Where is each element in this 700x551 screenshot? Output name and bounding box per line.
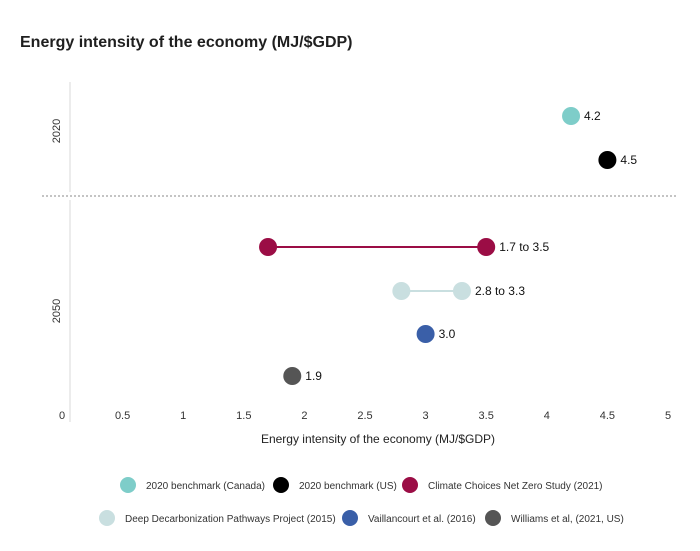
legend-swatch	[273, 477, 289, 493]
x-tick-label: 0.5	[115, 410, 130, 422]
x-tick-label: 2.5	[357, 410, 372, 422]
x-tick-label: 1	[180, 410, 186, 422]
legend-swatch	[485, 510, 501, 526]
chart-marks: 4.2 4.5 1.7 to 3.5 2.8 to 3.3 3.0 1.9	[259, 107, 637, 385]
legend-swatch	[402, 477, 418, 493]
x-axis-title: Energy intensity of the economy (MJ/$GDP…	[261, 432, 495, 446]
series-1: 4.5	[598, 151, 637, 169]
series-5: 1.9	[283, 367, 322, 385]
series-4: 3.0	[416, 325, 456, 343]
legend: 2020 benchmark (Canada) 2020 benchmark (U…	[99, 477, 624, 526]
group-label-2050: 2050	[51, 299, 63, 323]
legend-swatch	[120, 477, 136, 493]
legend-item: 2020 benchmark (Canada)	[120, 477, 265, 493]
x-tick-label: 4	[544, 410, 550, 422]
series-0: 4.2	[562, 107, 601, 125]
data-point	[392, 282, 411, 300]
x-tick-label: 1.5	[236, 410, 251, 422]
legend-item: Climate Choices Net Zero Study (2021)	[402, 477, 603, 493]
legend-label: 2020 benchmark (Canada)	[146, 481, 265, 492]
data-label: 4.5	[620, 153, 637, 167]
data-point	[598, 151, 617, 169]
data-point	[477, 238, 496, 256]
data-point	[259, 238, 278, 256]
legend-swatch	[342, 510, 358, 526]
series-2: 1.7 to 3.5	[259, 238, 550, 256]
x-tick-label: 0	[59, 410, 65, 422]
data-point	[562, 107, 581, 125]
x-tick-label: 4.5	[600, 410, 615, 422]
legend-label: Climate Choices Net Zero Study (2021)	[428, 481, 603, 492]
data-label: 2.8 to 3.3	[475, 284, 525, 298]
group-label-2020: 2020	[51, 119, 63, 143]
axes: 2020 2050 0 0.5 1 1.5 2 2.5 3 3.5 4 4.5 5 Energy inte…	[42, 82, 676, 446]
data-label: 4.2	[584, 109, 601, 123]
legend-item: Vaillancourt et al. (2016)	[342, 510, 476, 526]
data-point	[452, 282, 471, 300]
data-label: 3.0	[439, 327, 456, 341]
legend-label: Williams et al, (2021, US)	[511, 514, 624, 525]
x-tick-label: 3.5	[479, 410, 494, 422]
legend-label: 2020 benchmark (US)	[299, 481, 397, 492]
x-tick-label: 5	[665, 410, 671, 422]
data-label: 1.7 to 3.5	[499, 240, 549, 254]
data-label: 1.9	[305, 369, 322, 383]
data-point	[283, 367, 302, 385]
legend-item: Deep Decarbonization Pathways Project (2…	[99, 510, 336, 526]
series-3: 2.8 to 3.3	[392, 282, 525, 300]
legend-swatch	[99, 510, 115, 526]
x-tick-label: 3	[423, 410, 429, 422]
legend-item: 2020 benchmark (US)	[273, 477, 397, 493]
chart-title: Energy intensity of the economy (MJ/$GDP…	[20, 34, 353, 51]
legend-label: Vaillancourt et al. (2016)	[368, 514, 476, 525]
legend-label: Deep Decarbonization Pathways Project (2…	[125, 514, 336, 525]
x-tick-label: 2	[301, 410, 307, 422]
data-point	[416, 325, 435, 343]
legend-item: Williams et al, (2021, US)	[485, 510, 624, 526]
